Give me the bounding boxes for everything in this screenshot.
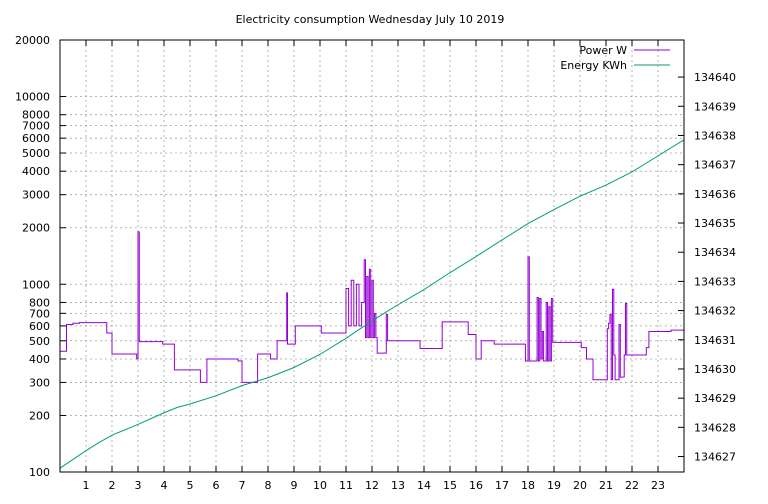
- x-tick-label: 2: [109, 479, 116, 492]
- y2-tick-label: 134633: [694, 275, 736, 288]
- y-tick-label: 100: [29, 466, 50, 479]
- y2-tick-label: 134631: [694, 334, 736, 347]
- x-tick-label: 19: [547, 479, 561, 492]
- x-tick-label: 4: [161, 479, 168, 492]
- chart-title: Electricity consumption Wednesday July 1…: [236, 13, 505, 26]
- x-tick-label: 7: [239, 479, 246, 492]
- legend-label-2: Energy KWh: [560, 59, 627, 72]
- y-tick-label: 2000: [22, 222, 50, 235]
- y2-tick-label: 134637: [694, 159, 736, 172]
- y2-tick-label: 134639: [694, 100, 736, 113]
- y2-tick-label: 134632: [694, 305, 736, 318]
- y-tick-label: 800: [29, 296, 50, 309]
- x-tick-label: 15: [443, 479, 457, 492]
- x-tick-label: 23: [651, 479, 665, 492]
- y2-tick-label: 134629: [694, 392, 736, 405]
- y-tick-label: 600: [29, 320, 50, 333]
- x-tick-label: 6: [213, 479, 220, 492]
- legend-label-1: Power W: [579, 44, 627, 57]
- y-tick-label: 10000: [15, 91, 50, 104]
- y2-tick-label: 134638: [694, 129, 736, 142]
- y2-tick-label: 134628: [694, 421, 736, 434]
- y2-tick-label: 134640: [694, 71, 736, 84]
- x-tick-label: 22: [625, 479, 639, 492]
- y2-tick-label: 134636: [694, 188, 736, 201]
- x-tick-label: 9: [291, 479, 298, 492]
- x-tick-label: 12: [365, 479, 379, 492]
- y-tick-label: 200: [29, 409, 50, 422]
- y-tick-label: 700: [29, 307, 50, 320]
- y-tick-label: 8000: [22, 109, 50, 122]
- x-tick-label: 5: [187, 479, 194, 492]
- y-tick-label: 5000: [22, 147, 50, 160]
- series-line-1: [60, 231, 684, 383]
- x-tick-label: 20: [573, 479, 587, 492]
- x-tick-label: 8: [265, 479, 272, 492]
- y2-tick-label: 134634: [694, 246, 736, 259]
- grid-lines: [60, 40, 684, 472]
- x-tick-label: 1: [83, 479, 90, 492]
- series-lines: [59, 139, 685, 469]
- x-tick-label: 17: [495, 479, 509, 492]
- y2-tick-label: 134627: [694, 451, 736, 464]
- y-tick-label: 400: [29, 353, 50, 366]
- y-tick-label: 300: [29, 376, 50, 389]
- plot-frame: [59, 39, 685, 473]
- x-tick-label: 14: [417, 479, 431, 492]
- axis-ticks: 1 2 3 4 5 6 7 8 9 10 11 12 13 14 15 16 17 18 19 20 21 22 23100…: [15, 34, 736, 492]
- y-tick-label: 4000: [22, 165, 50, 178]
- y-tick-label: 6000: [22, 132, 50, 145]
- y-tick-label: 20000: [15, 34, 50, 47]
- x-tick-label: 11: [339, 479, 353, 492]
- x-tick-label: 16: [469, 479, 483, 492]
- y2-tick-label: 134630: [694, 363, 736, 376]
- x-tick-label: 18: [521, 479, 535, 492]
- series-line-2: [59, 139, 685, 469]
- y-tick-label: 3000: [22, 189, 50, 202]
- x-tick-label: 21: [599, 479, 613, 492]
- x-tick-label: 3: [135, 479, 142, 492]
- y-tick-label: 7000: [22, 120, 50, 133]
- x-tick-label: 13: [391, 479, 405, 492]
- x-tick-label: 10: [313, 479, 327, 492]
- y-tick-label: 1000: [22, 278, 50, 291]
- legend: Power W Energy KWh: [560, 44, 670, 72]
- y2-tick-label: 134635: [694, 217, 736, 230]
- y-tick-label: 500: [29, 335, 50, 348]
